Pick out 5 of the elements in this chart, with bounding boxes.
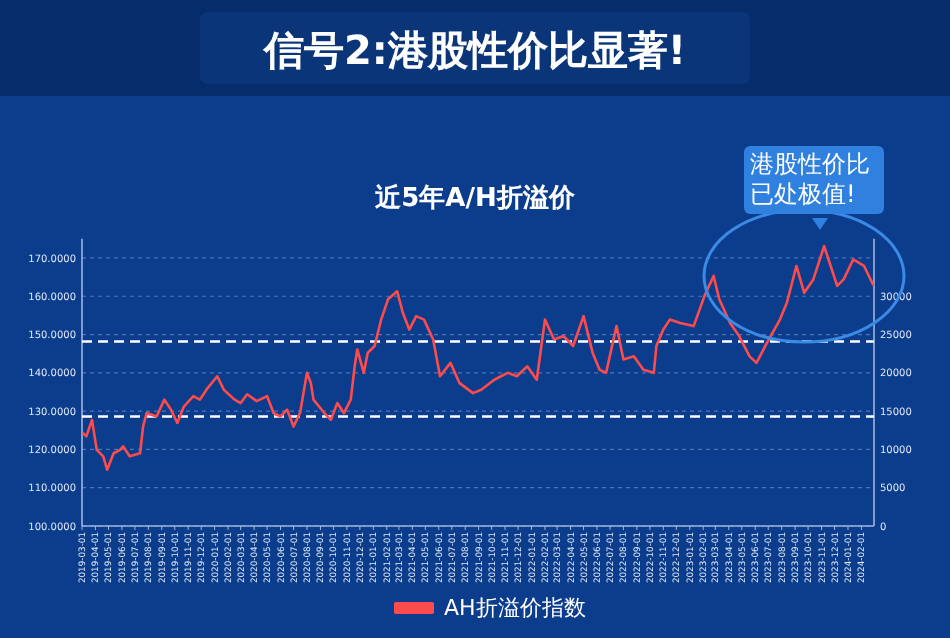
line-series xyxy=(82,244,875,471)
chart-subtitle: 近5年A/H折溢价 xyxy=(373,182,577,214)
legend-label: AH折溢价指数 xyxy=(444,595,586,621)
text: 港股性价比已处极值! xyxy=(744,146,884,214)
chart-title: 信号2:港股性价比显著! xyxy=(261,26,687,74)
